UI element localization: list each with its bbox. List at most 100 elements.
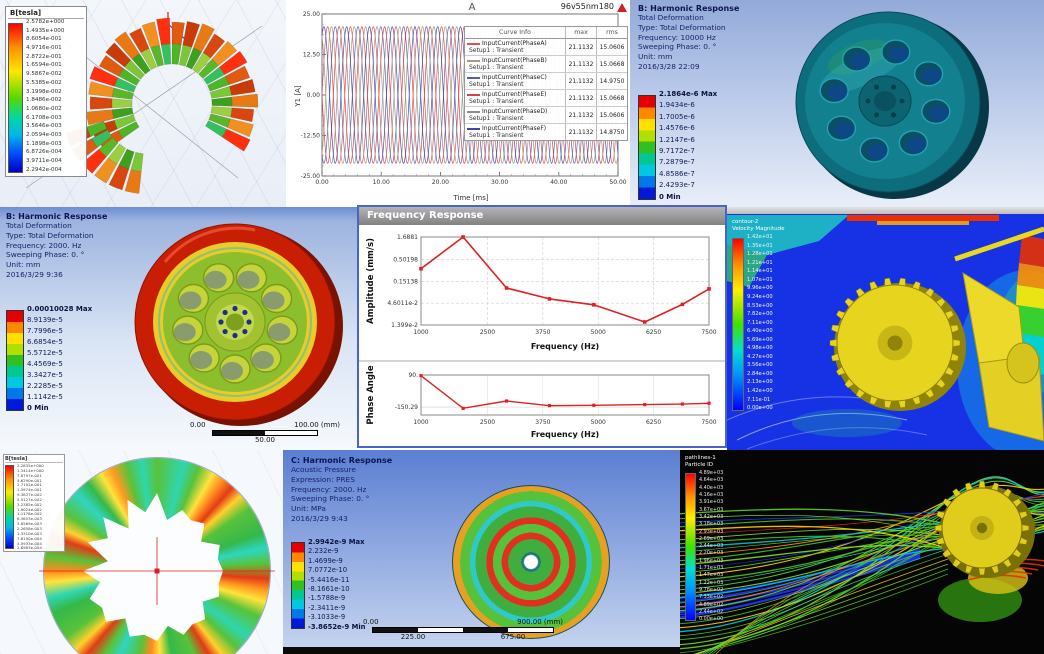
legend-value: 3.56e+00 [747, 362, 773, 369]
legend-value: 6.1708e-003 [26, 114, 62, 121]
legend-title: pathlines-1 [685, 455, 716, 461]
legend-value: 1.96e+03 [699, 557, 724, 564]
curve-row: InputCurrent(PhaseE) Setup1 : Transient … [465, 90, 627, 107]
curve-max: 21.1132 [565, 124, 596, 140]
legend-value: 2.0594e-003 [26, 131, 62, 138]
legend-value: 2.13e+00 [747, 379, 773, 386]
curve-setup: Setup1 : Transient [469, 115, 524, 122]
curve-max: 21.1132 [565, 56, 596, 72]
legend-value: 9.5867e-002 [26, 71, 62, 78]
legend-value: 4.64e+03 [699, 477, 724, 484]
result-info-line: Unit: mm [6, 260, 41, 270]
legend-value: 1.42e+00 [747, 388, 773, 395]
svg-text:Frequency (Hz): Frequency (Hz) [531, 430, 599, 439]
legend-value: 3.18e+03 [699, 521, 724, 528]
col-curve-info: Curve Info [499, 29, 531, 36]
svg-text:-12.50: -12.50 [301, 133, 321, 140]
harmonic-2000-viewport[interactable]: B: Harmonic Response Total Deformation Ty… [0, 207, 357, 450]
legend-value: 1.21e+01 [747, 259, 773, 266]
legend-value: 3.2385e-002 [17, 501, 42, 507]
legend-value: 7.11e+00 [747, 319, 773, 326]
legend-value: 1.4576e-6 [659, 124, 695, 133]
velocity-legend: contour-2 Velocity Magnitude 1.42e+01 1.3… [732, 219, 784, 414]
legend-value: 4.40e+03 [699, 484, 724, 491]
legend-value: 2.84e+00 [747, 370, 773, 377]
legend-value: 2.4293e-7 [659, 181, 695, 190]
legend-value: 6.8726e-004 [26, 149, 62, 156]
frequency-response-charts: 1.68810.501980.151384.6011e-21.399e-2100… [359, 234, 725, 439]
curve-name: InputCurrent(PhaseF) [482, 125, 547, 132]
maxwell-segment-viewport[interactable]: B[tesla] 2.5782e+000 1.4935e+000 8.6054e-0… [0, 0, 286, 207]
svg-text:6250: 6250 [646, 419, 661, 426]
design-label: 96v55nm180 [560, 2, 614, 11]
colorbar [732, 238, 744, 412]
b-field-legend: B[tesla] 2.2835e+000 1.3414e+000 7.8797e-0… [3, 454, 65, 553]
svg-text:20.00: 20.00 [432, 179, 449, 186]
legend-value: 2.20e+03 [699, 550, 724, 557]
svg-text:Amplitude (mm/s): Amplitude (mm/s) [366, 238, 376, 324]
svg-text:Frequency (Hz): Frequency (Hz) [531, 342, 599, 351]
legend-value: 4.9716e-001 [26, 45, 62, 52]
bottom-bar [283, 647, 680, 654]
curve-rms: 15.0606 [596, 107, 627, 123]
legend-value: 1.6594e-001 [26, 62, 62, 69]
legend-value: 3.5646e-003 [26, 123, 62, 130]
curve-setup: Setup1 : Transient [469, 47, 524, 54]
legend-value: 1.47e+03 [699, 572, 724, 579]
col-rms: rms [596, 27, 627, 38]
legend-value: -2.3411e-9 [308, 603, 346, 612]
result-info-line: Expression: PRES [291, 474, 355, 484]
cfd-velocity-viewport[interactable]: contour-2 Velocity Magnitude 1.42e+01 1.3… [727, 207, 1044, 450]
legend-value: -3.8652e-9 Min [308, 622, 366, 631]
legend-value: 1.07e+01 [747, 276, 773, 283]
legend-value: 2.2285e-5 [27, 382, 63, 390]
legend-value: 1.0680e-002 [26, 105, 62, 112]
svg-text:50.00: 50.00 [609, 179, 626, 186]
curve-name: InputCurrent(PhaseD) [482, 108, 548, 115]
ruler-q3: 675.00 [500, 633, 526, 641]
legend-value: 1.71e+03 [699, 565, 724, 572]
curve-row: InputCurrent(PhaseC) Setup1 : Transient … [465, 73, 627, 90]
svg-text:3750: 3750 [535, 419, 550, 426]
maxwell-motor-viewport[interactable]: B[tesla] 2.2835e+000 1.3414e+000 7.8797e-0… [0, 450, 283, 654]
result-info-line: Sweeping Phase: 0. ° [638, 42, 717, 52]
legend-value: 2.9942e-9 Max [308, 538, 365, 546]
legend-value: 3.1998e-002 [26, 88, 62, 95]
y-axis-label: Y1 [A] [294, 85, 302, 107]
particle-legend: pathlines-1 Particle ID 4.89e+03 4.64e+03… [685, 455, 723, 623]
plot-title: A [468, 2, 476, 13]
deformation-legend: 2.1864e-6 Max 1.9434e-6 1.7005e-6 1.4576e-6… [638, 90, 717, 204]
legend-value: 7.2879e-7 [659, 158, 695, 167]
result-info-line: Frequency: 2000. Hz [291, 484, 367, 494]
colorbar [638, 95, 656, 200]
scale-ruler: 0.00 900.00 (mm) 225.00 675.00 [363, 618, 563, 642]
legend-title: B[tesla] [5, 456, 63, 463]
window-titlebar[interactable]: Frequency Response [359, 207, 725, 225]
legend-value: 9.96e+00 [747, 285, 773, 292]
legend-subtitle: Particle ID [685, 461, 713, 468]
curve-row: InputCurrent(PhaseB) Setup1 : Transient … [465, 56, 627, 73]
legend-value: 2.69e+03 [699, 535, 724, 542]
legend-value: 1.2147e-6 [659, 135, 695, 144]
legend-value: 0.00e+00 [747, 405, 773, 412]
coil-ring-render [25, 12, 263, 194]
table-header: Curve Info max rms [465, 27, 627, 39]
legend-value: 8.53e+00 [747, 302, 773, 309]
legend-value: 2.2835e+000 [17, 463, 44, 468]
acoustic-disc [452, 485, 610, 639]
curve-color-sample [467, 110, 480, 113]
legend-value: 6.6854e-5 [27, 338, 63, 346]
pathlines-viewport[interactable]: pathlines-1 Particle ID 4.89e+03 4.64e+03… [680, 450, 1044, 654]
curve-max: 21.1132 [565, 107, 596, 123]
curve-rms: 15.0668 [596, 56, 627, 72]
acoustic-pressure-viewport[interactable]: C: Harmonic Response Acoustic Pressure Ex… [283, 450, 680, 654]
curve-name: InputCurrent(PhaseB) [482, 57, 547, 64]
legend-value: 4.16e+03 [699, 492, 724, 499]
colorbar [8, 23, 23, 173]
colorbar [291, 542, 305, 629]
legend-value: 4.6290e-001 [17, 477, 42, 483]
harmonic-10000-viewport[interactable]: B: Harmonic Response Total Deformation Ty… [630, 0, 1044, 207]
colorbar [5, 465, 14, 549]
curve-rms: 14.9750 [596, 73, 627, 89]
curve-setup: Setup1 : Transient [469, 98, 524, 105]
